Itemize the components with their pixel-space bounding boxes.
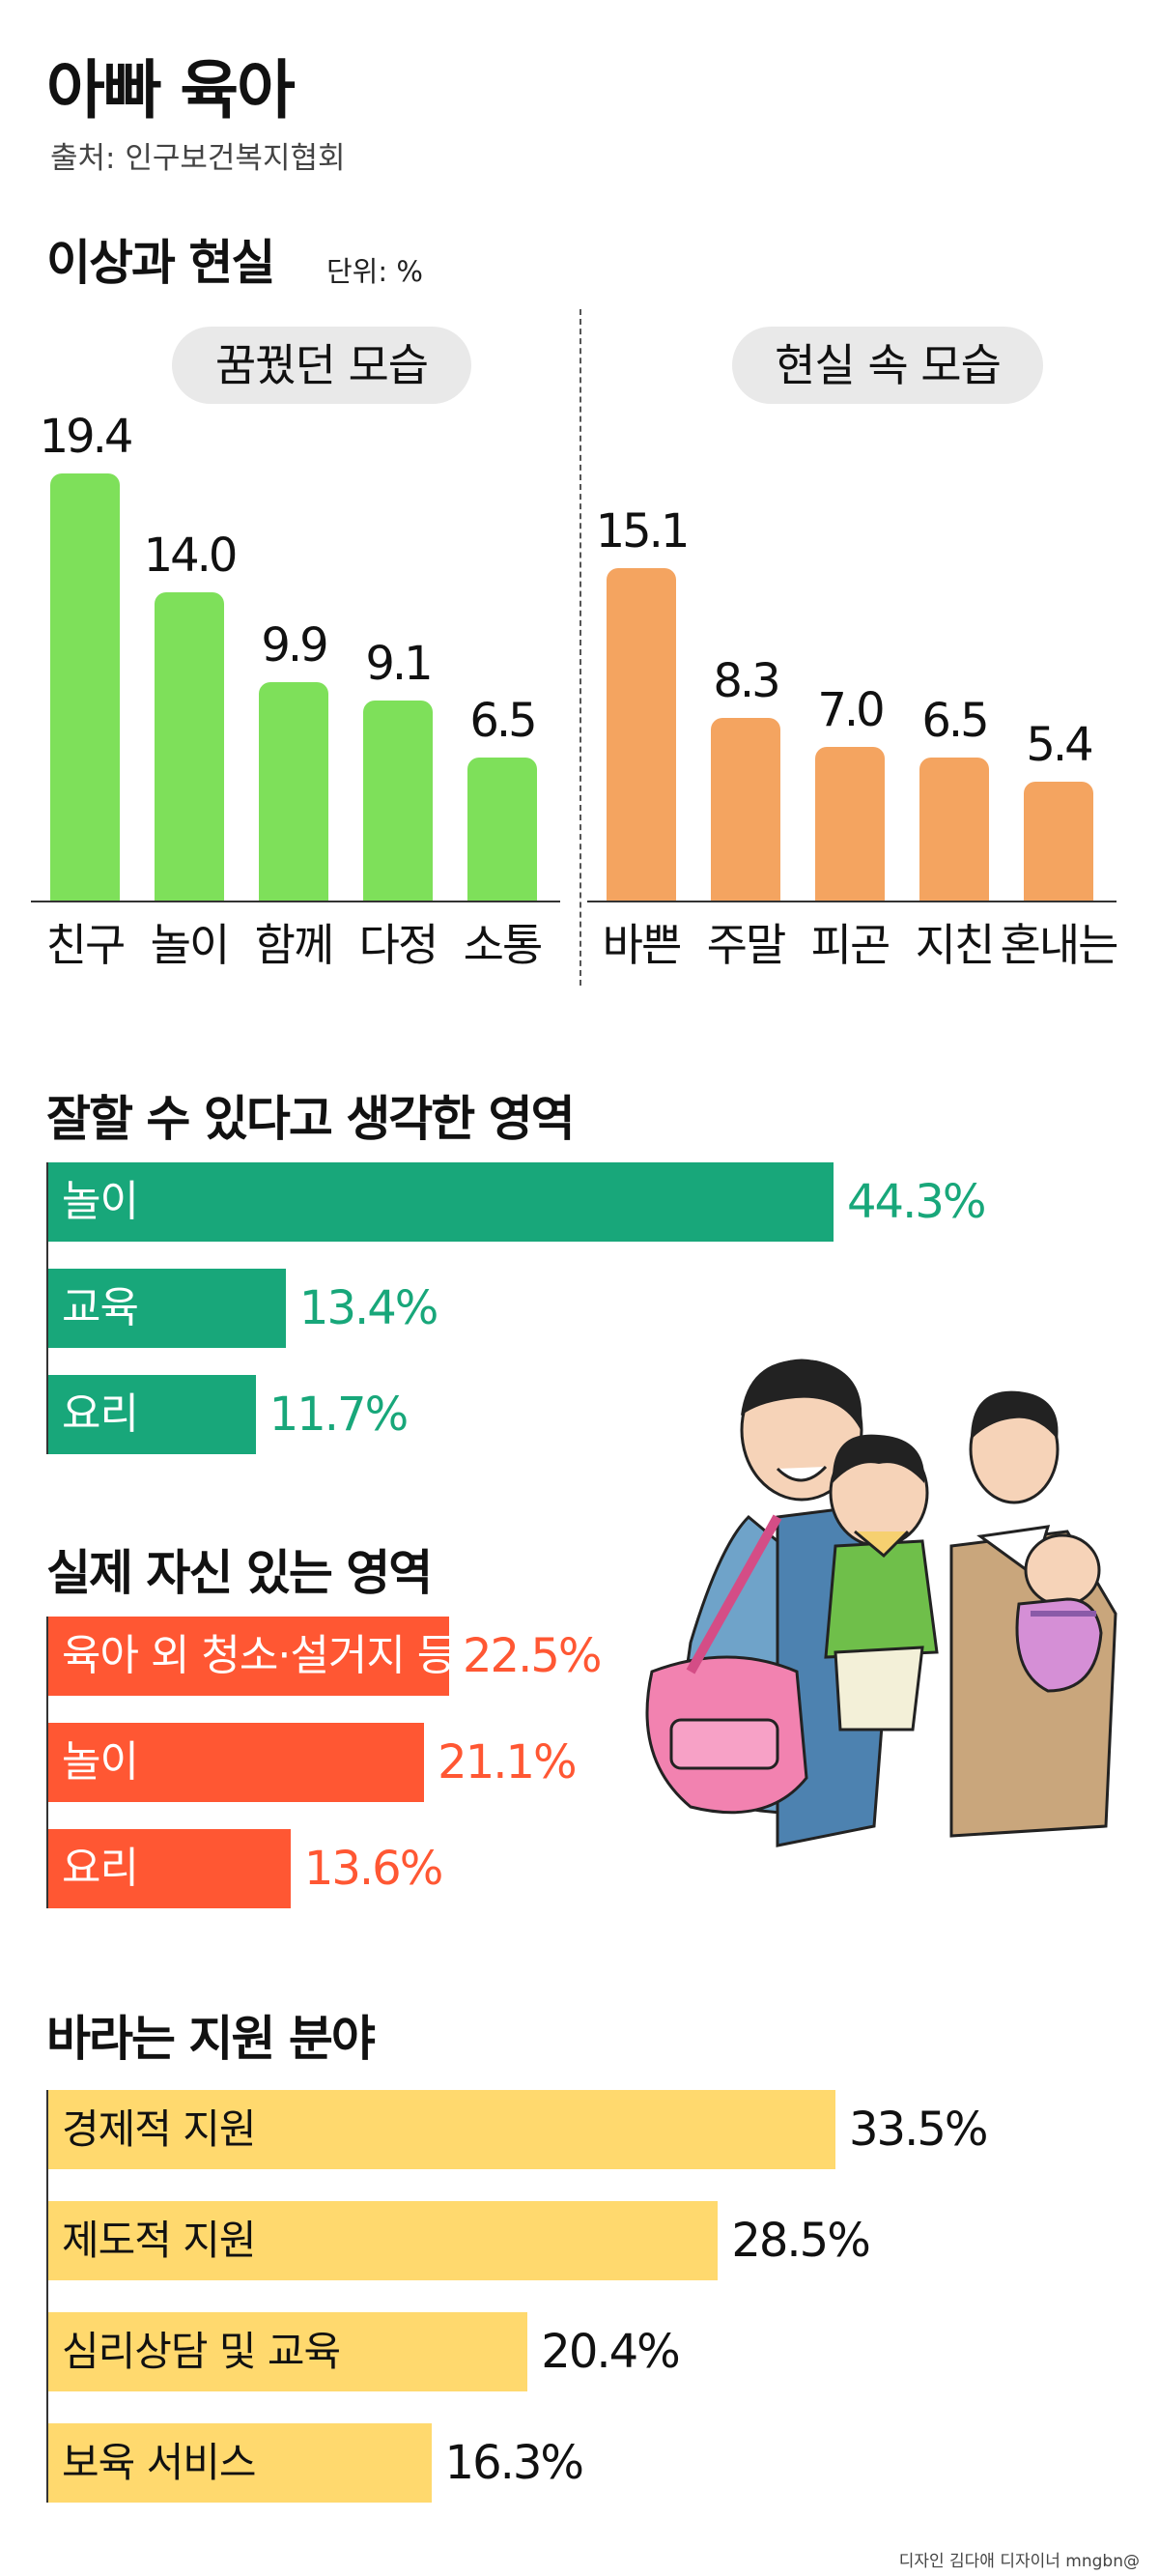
axis-can-do [46,1162,48,1454]
section-title-support: 바라는 지원 분야 [46,2011,376,2067]
category-label-dreamed-4: 소통 [463,919,544,971]
value-label-reality-3: 6.5 [921,693,989,748]
bar-dreamed-1 [155,592,224,901]
category-label-reality-0: 바쁜 [602,919,683,971]
dad-right-figure [949,1390,1117,1838]
category-label-can-do-0: 놀이 [62,1177,139,1226]
bar-reality-1 [711,717,780,901]
category-label-reality-2: 피곤 [810,919,891,971]
category-label-reality-4: 혼내는 [1000,919,1119,971]
bar-confident-1 [48,1723,425,1802]
value-label-dreamed-0: 19.4 [39,410,134,464]
category-label-dreamed-2: 함께 [254,919,335,971]
section-title-confident: 실제 자신 있는 영역 [46,1545,433,1601]
value-label-dreamed-3: 9.1 [365,636,433,691]
value-label-confident-0: 22.5% [463,1629,602,1683]
designer-credit: 디자인 김다애 디자이너 mngbn@ [898,2552,1140,2571]
category-label-dreamed-0: 친구 [45,919,127,971]
bar-reality-4 [1024,781,1093,901]
bar-confident-0 [48,1617,449,1696]
bar-dreamed-4 [467,757,537,901]
value-label-reality-2: 7.0 [817,682,885,737]
bar-support-1 [48,2201,719,2280]
category-label-can-do-1: 교육 [62,1283,139,1332]
value-label-can-do-2: 11.7% [269,1388,409,1442]
value-label-reality-4: 5.4 [1026,717,1093,772]
value-label-dreamed-1: 14.0 [143,529,239,584]
dads-with-kids-illustration [645,1359,1117,1847]
bar-can-do-0 [48,1162,834,1242]
bar-support-3 [48,2423,432,2503]
baby-figure [1015,1533,1103,1693]
category-label-reality-3: 지친 [915,919,996,971]
category-label-dreamed-3: 다정 [358,919,439,971]
section-title-ideal-reality: 이상과 현실 [46,235,275,291]
value-label-can-do-1: 13.4% [298,1281,438,1335]
section-title-can-do: 잘할 수 있다고 생각한 영역 [46,1091,576,1147]
value-label-can-do-0: 44.3% [847,1175,986,1229]
baseline-reality [587,901,1117,902]
category-label-support-3: 보육 서비스 [62,2439,257,2486]
bar-reality-3 [919,757,989,901]
bar-support-2 [48,2312,528,2391]
category-label-confident-0: 육아 외 청소·설거지 등 [62,1631,456,1680]
pill-dreamed: 꿈꿨던 모습 [172,327,471,404]
value-label-support-1: 28.5% [731,2214,870,2268]
value-label-support-3: 16.3% [444,2436,584,2490]
value-label-support-0: 33.5% [849,2103,988,2157]
bar-can-do-1 [48,1269,286,1348]
value-label-dreamed-2: 9.9 [261,618,328,673]
category-label-dreamed-1: 놀이 [150,919,231,971]
category-label-support-0: 경제적 지원 [62,2105,257,2153]
source-note: 출처: 인구보건복지협회 [50,141,346,176]
value-label-confident-2: 13.6% [303,1842,443,1896]
bar-reality-2 [815,746,885,901]
bar-support-0 [48,2090,835,2169]
category-label-support-1: 제도적 지원 [62,2217,257,2264]
baseline-dreamed [31,901,560,902]
page-title: 아빠 육아 [46,53,296,128]
value-label-reality-1: 8.3 [713,653,780,708]
value-label-confident-1: 21.1% [438,1735,577,1789]
category-label-confident-1: 놀이 [62,1737,139,1787]
pink-bag [645,1514,808,1815]
value-label-reality-0: 15.1 [595,503,691,558]
bar-dreamed-3 [363,700,433,901]
value-label-dreamed-4: 6.5 [469,693,537,748]
value-label-support-2: 20.4% [541,2325,680,2379]
category-label-can-do-2: 요리 [62,1389,139,1439]
child-figure [824,1434,939,1732]
category-label-support-2: 심리상담 및 교육 [62,2328,341,2375]
axis-support [46,2090,48,2503]
bar-dreamed-2 [259,682,328,901]
category-label-confident-2: 요리 [62,1844,139,1893]
axis-confident [46,1617,48,1908]
bar-can-do-2 [48,1375,256,1454]
pill-reality: 현실 속 모습 [732,327,1043,404]
unit-label: 단위: % [326,255,423,288]
divider-dashed [580,309,581,986]
bar-confident-2 [48,1829,291,1908]
bar-reality-0 [607,567,676,901]
category-label-reality-1: 주말 [706,919,787,971]
bar-dreamed-0 [50,473,120,901]
